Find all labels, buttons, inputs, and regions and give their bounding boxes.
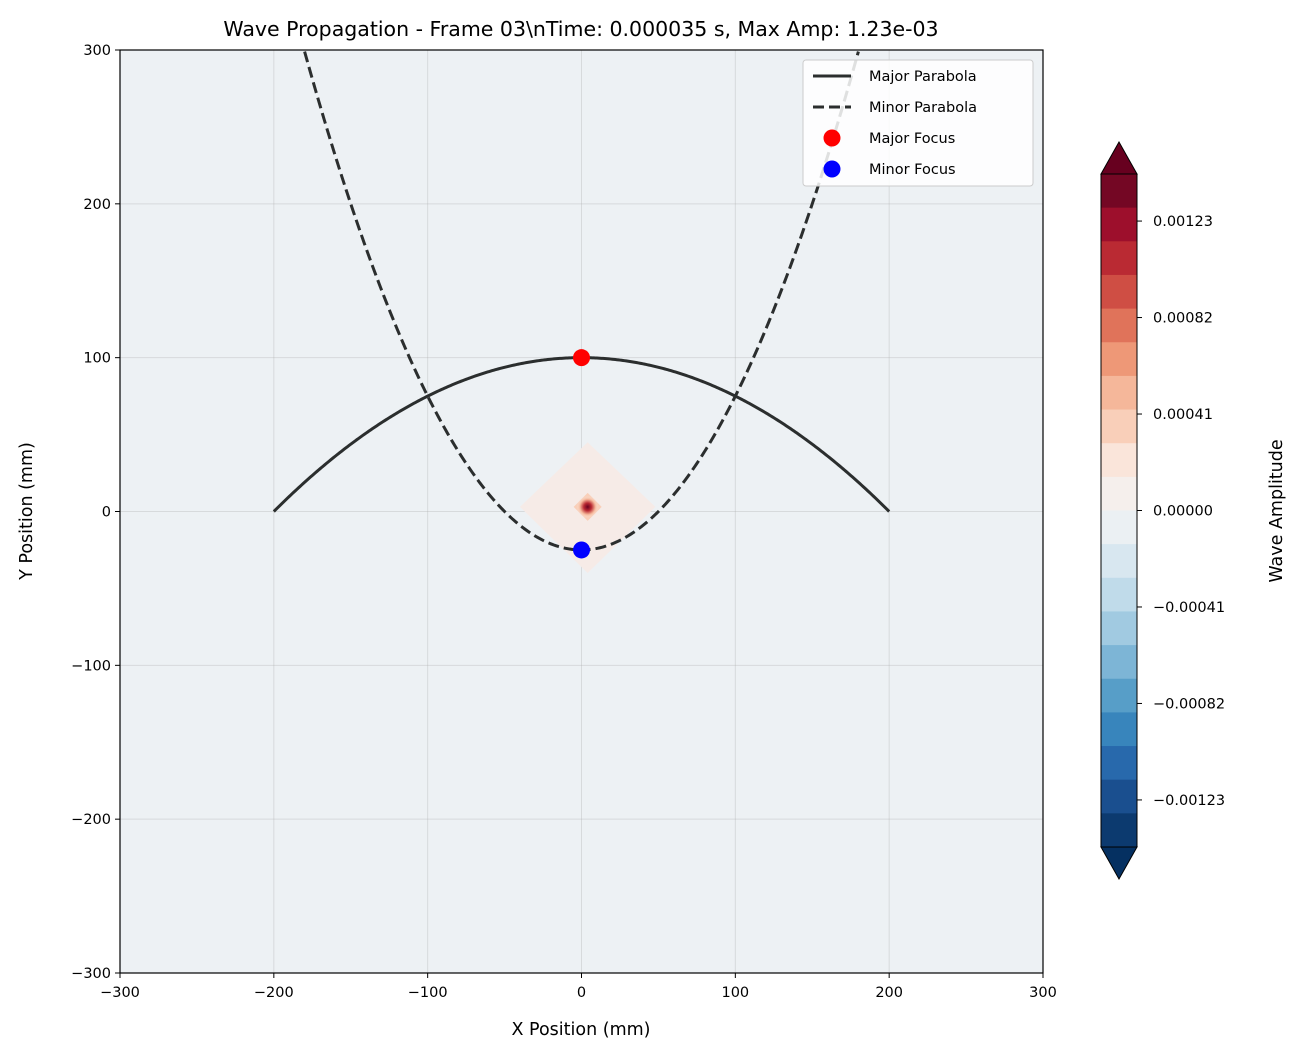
colorbar-segment [1101,375,1137,411]
minor-focus-point [573,541,590,559]
colorbar: 0.00123 0.00082 0.00041 0.00000 −0.00041 −0.0… [1100,140,1225,881]
colorbar-extend-top [1100,140,1138,175]
colorbar-tick-label: −0.00082 [1153,696,1225,712]
colorbar-tick-label: −0.00123 [1153,793,1225,809]
colorbar-tick-label: 0.00082 [1153,311,1213,327]
plot-area [119,49,1044,974]
legend-label: Major Focus [869,131,955,147]
colorbar-segment [1101,746,1137,781]
legend-label: Major Parabola [869,69,977,85]
colorbar-tick-label: 0.00041 [1153,407,1213,423]
colorbar-segment [1101,174,1137,209]
colorbar-segment [1101,409,1137,444]
legend-box [802,59,1034,187]
y-tick-label: −300 [71,966,111,982]
y-tick-label: 0 [102,505,111,521]
colorbar-segment [1101,779,1137,814]
legend-swatch [823,160,841,178]
x-tick-label: −100 [408,985,448,1001]
x-tick-label: 200 [875,985,903,1001]
colorbar-segment [1101,510,1137,545]
y-tick-label: 100 [83,351,111,367]
y-tick-label: −100 [71,658,111,674]
colorbar-segment [1101,544,1137,579]
colorbar-segment [1101,207,1137,242]
y-axis-label: Y Position (mm) [17,442,37,581]
x-tick-label: 100 [721,985,749,1001]
legend: Major Parabola Minor Parabola Major Focus M… [802,59,1034,187]
x-tick-label: −300 [100,985,140,1001]
colorbar-extend-bottom [1100,846,1138,881]
colorbar-segment [1101,443,1137,478]
x-axis-ticks: −300 −200 −100 0 100 200 300 [100,973,1057,1001]
wave-core [576,495,599,518]
y-tick-label: 200 [83,197,111,213]
colorbar-label: Wave Amplitude [1267,439,1287,582]
colorbar-segment [1101,241,1137,276]
legend-swatch [823,129,841,147]
x-tick-label: 300 [1029,985,1057,1001]
colorbar-segment [1101,274,1137,310]
colorbar-tick-label: 0.00000 [1153,504,1213,520]
colorbar-tick-label: −0.00041 [1153,600,1225,616]
colorbar-segment [1101,577,1137,612]
colorbar-segment [1101,476,1137,511]
colorbar-segment [1101,645,1137,680]
colorbar-segment [1101,308,1137,343]
colorbar-segment [1101,342,1137,377]
legend-label: Minor Parabola [869,100,977,116]
focus-points [573,349,590,559]
x-axis-label: X Position (mm) [511,1020,650,1040]
legend-label: Minor Focus [869,162,956,178]
colorbar-segment [1101,678,1137,713]
chart-title: Wave Propagation - Frame 03\nTime: 0.000… [223,17,938,41]
y-tick-label: 300 [83,43,111,59]
colorbar-segment [1101,813,1137,848]
major-focus-point [573,349,590,367]
colorbar-segment [1101,611,1137,646]
y-axis-ticks: −300 −200 −100 0 100 200 300 [71,43,120,982]
x-tick-label: 0 [577,985,586,1001]
colorbar-tick-label: 0.00123 [1153,214,1213,230]
y-tick-label: −200 [71,812,111,828]
x-tick-label: −200 [254,985,294,1001]
colorbar-segment [1101,712,1137,747]
wave-field [519,442,656,574]
